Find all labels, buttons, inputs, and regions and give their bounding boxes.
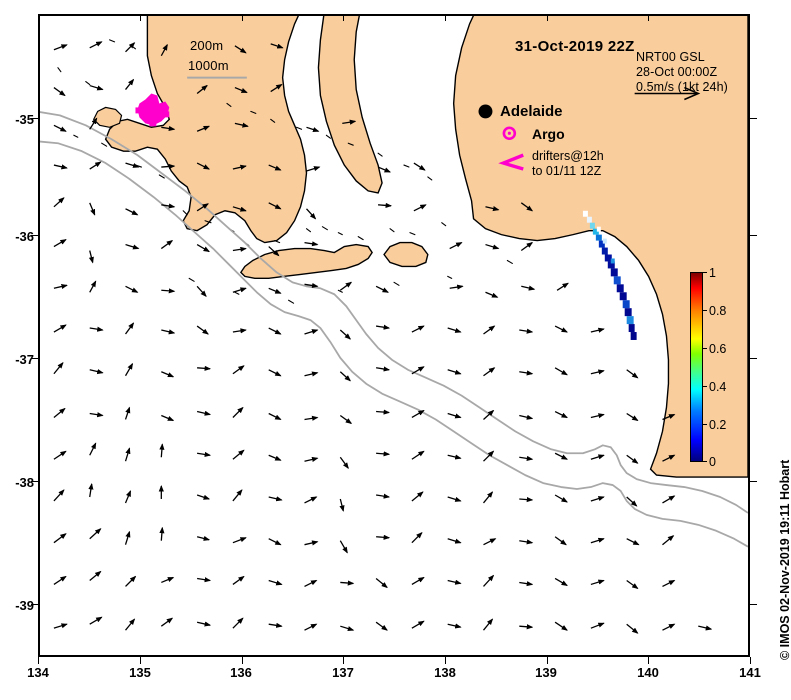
xtick-134: 134 — [27, 665, 49, 680]
reference-vector-arrow — [634, 86, 701, 101]
adelaide-marker — [478, 104, 493, 119]
colorbar-tick-1: 1 — [709, 266, 716, 280]
contour-200m — [40, 111, 748, 514]
map-graphic — [40, 16, 748, 655]
drifter-legend-symbol — [498, 153, 524, 171]
ytick--35: -35 — [15, 112, 34, 127]
gulf-st-vincent-water — [403, 16, 474, 227]
bathymetry-contours — [40, 111, 748, 548]
xtick-140: 140 — [637, 665, 659, 680]
ytick--36: -36 — [15, 229, 34, 244]
sst-composite-pixels — [582, 210, 637, 340]
ytick--39: -39 — [15, 598, 34, 613]
colorbar-gradient — [690, 272, 703, 462]
coastline-detail — [57, 39, 513, 304]
xtick-137: 137 — [332, 665, 354, 680]
xtick-139: 139 — [535, 665, 557, 680]
copyright-label: © IMOS 02-Nov-2019 19:11 Hobart — [778, 459, 791, 660]
argo-marker — [502, 126, 517, 141]
land-fleurieu-tip — [383, 241, 429, 268]
current-vector-field — [53, 41, 713, 634]
colorbar-tick-0_2: 0.2 — [709, 418, 727, 432]
xtick-138: 138 — [434, 665, 456, 680]
xtick-136: 136 — [230, 665, 252, 680]
map-plot-area: 200m 1000m 31-Oct-2019 22Z NRT00 GSL 28-… — [38, 14, 750, 657]
drifter-track — [135, 93, 170, 127]
xtick-135: 135 — [129, 665, 151, 680]
colorbar-tick-0_6: 0.6 — [709, 342, 727, 356]
ytick--37: -37 — [15, 352, 34, 367]
contour-1000m — [40, 140, 748, 548]
colorbar-tick-0: 0 — [709, 455, 716, 469]
land-yorke-peninsula — [317, 16, 383, 194]
ytick--38: -38 — [15, 475, 34, 490]
colorbar-tick-0_8: 0.8 — [709, 304, 727, 318]
land-adelaide-mainland — [452, 16, 748, 478]
colorbar-tick-0_4: 0.4 — [709, 380, 727, 394]
xtick-141: 141 — [739, 665, 761, 680]
colorbar-title: std dev of 4hr SST comp — [748, 321, 750, 464]
